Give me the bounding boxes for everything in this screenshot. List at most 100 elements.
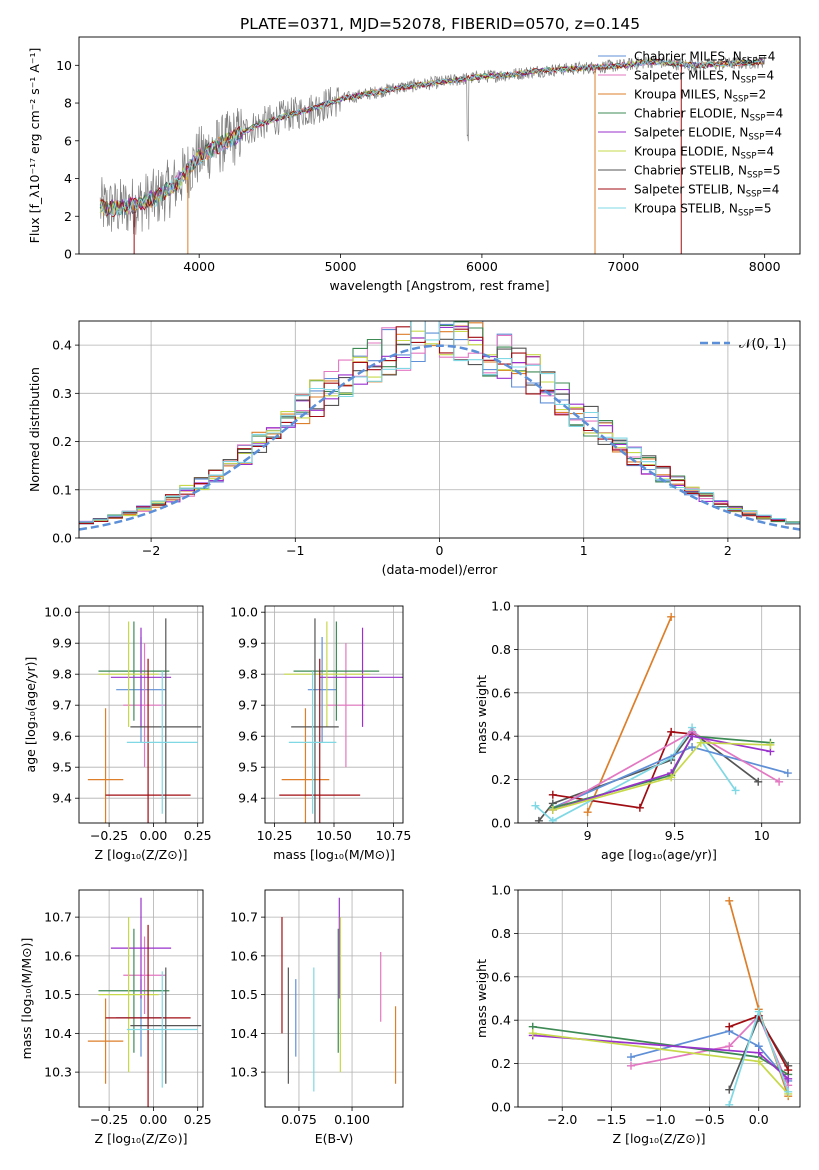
y-tick-label: 10.5	[44, 987, 72, 1002]
y-tick-label: 10.3	[44, 1065, 72, 1080]
y-tick-label: 9.7	[238, 698, 258, 713]
y-tick-label: 0.4	[52, 338, 72, 353]
figure-title: PLATE=0371, MJD=52078, FIBERID=0570, z=0…	[240, 15, 640, 33]
x-tick-label: −0.25	[90, 828, 128, 843]
point-marker-salpeter-stelib	[667, 727, 676, 736]
y-tick-label: 0.0	[491, 1100, 511, 1115]
y-axis-label: age [log₁₀(age/yr)]	[23, 657, 38, 773]
y-tick-label: 10.5	[230, 987, 258, 1002]
point-marker-chabrier-stelib	[534, 816, 543, 823]
axes-frame	[517, 605, 801, 824]
axes-frame	[264, 605, 404, 824]
plot-area	[99, 55, 766, 254]
x-axis-label: E(B-V)	[315, 1131, 354, 1146]
point-marker-kroupa-stelib	[784, 1087, 793, 1096]
point-marker-kroupa-elodie	[667, 773, 676, 782]
y-tick-label: 0.4	[491, 1013, 511, 1028]
x-tick-label: −1.0	[645, 1112, 675, 1127]
y-tick-label: 0.2	[52, 434, 72, 449]
x-tick-label: 0	[436, 543, 444, 558]
y-tick-label: 9.6	[238, 729, 258, 744]
y-tick-label: 6	[64, 133, 72, 148]
y-tick-label: 0.2	[491, 772, 511, 787]
x-tick-label: 1	[580, 543, 588, 558]
axes-frame	[78, 320, 801, 539]
y-tick-label: 0.0	[52, 531, 72, 546]
y-tick-label: 10.7	[230, 910, 258, 925]
x-tick-label: 2	[724, 543, 732, 558]
y-tick-label: 10	[56, 58, 72, 73]
point-marker-kroupa-miles	[667, 612, 676, 621]
x-axis-label: Z [log₁₀(Z/Z⊙)]	[95, 1131, 188, 1146]
point-marker-salpeter-miles	[626, 1061, 635, 1070]
x-axis-label: mass [log₁₀(M/M⊙)]	[273, 847, 395, 862]
point-marker-kroupa-stelib	[531, 801, 540, 810]
point-marker-salpeter-miles	[775, 777, 784, 786]
point-marker-salpeter-elodie	[784, 1074, 793, 1083]
x-tick-label: 6000	[466, 259, 498, 274]
point-marker-kroupa-stelib	[731, 786, 740, 795]
histogram-kroupa-stelib	[79, 321, 800, 524]
point-marker-salpeter-stelib	[548, 790, 557, 799]
point-marker-salpeter-elodie	[688, 732, 697, 741]
x-tick-label: −0.5	[694, 1112, 724, 1127]
point-marker-kroupa-stelib	[548, 816, 557, 823]
y-tick-label: 9.8	[238, 667, 258, 682]
axes-frame	[78, 889, 204, 1108]
y-tick-label: 10.7	[44, 910, 72, 925]
chart-mass-vs-Z: −0.25 0.00 0.25 10.3 10.4 10.5 10.6 10.7 Z [log₁…	[19, 889, 212, 1146]
y-tick-label: 2	[64, 209, 72, 224]
chart-age-vs-mass: 10.25 10.50 10.75 9.4 9.5 9.6 9.7 9.8 9.9 10.0 mas…	[230, 605, 411, 862]
x-tick-label: 0.25	[184, 828, 212, 843]
legend-entry: 𝒩(0, 1)	[739, 337, 786, 352]
y-tick-label: 0.0	[491, 816, 511, 831]
chart-weight-vs-age: 9 9.5 10 0.0 0.2 0.4 0.6 0.8 1.0 age [log₁₀(age/y…	[474, 599, 801, 862]
legend-entry: Chabrier STELIB, NSSP=5	[634, 164, 781, 181]
x-tick-label: 0.25	[184, 1112, 212, 1127]
y-tick-label: 9.9	[52, 636, 72, 651]
point-marker-kroupa-elodie	[528, 1029, 537, 1038]
y-tick-label: 8	[64, 96, 72, 111]
point-marker-salpeter-stelib	[725, 1022, 734, 1031]
series-line-chabrier-miles	[630, 1030, 789, 1082]
y-tick-label: 9.8	[52, 667, 72, 682]
point-marker-salpeter-stelib	[784, 1066, 793, 1075]
y-tick-label: 10.4	[230, 1026, 258, 1041]
point-marker-chabrier-stelib	[725, 1085, 734, 1094]
x-tick-label: 0.100	[334, 1112, 370, 1127]
series-line-kroupa-miles	[586, 616, 672, 813]
plot-area	[281, 897, 397, 1092]
y-tick-label: 9.4	[238, 791, 258, 806]
y-tick-label: 0.2	[491, 1056, 511, 1071]
point-marker-kroupa-stelib	[725, 1100, 734, 1107]
chart-mass-vs-ebv: 0.075 0.100 10.3 10.4 10.5 10.6 10.7 E(B-V)	[230, 889, 404, 1146]
point-marker-kroupa-miles	[583, 808, 592, 817]
plot-area	[279, 618, 403, 823]
chart-spectrum: 4000 5000 6000 7000 8000 0 2 4 6 8 10 wavelength [A…	[27, 36, 801, 293]
x-tick-label: −1.5	[596, 1112, 626, 1127]
x-axis-label: age [log₁₀(age/yr)]	[601, 847, 717, 862]
x-axis-label: (data-model)/error	[382, 562, 499, 577]
point-marker-kroupa-elodie	[766, 740, 775, 749]
x-tick-label: 5000	[325, 259, 357, 274]
point-marker-chabrier-miles	[783, 769, 792, 778]
x-tick-label: −2	[142, 543, 160, 558]
y-axis-label: mass weight	[474, 675, 489, 754]
y-tick-label: 9.6	[52, 729, 72, 744]
x-axis-label: Z [log₁₀(Z/Z⊙)]	[95, 847, 188, 862]
legend-entry: Salpeter MILES, NSSP=4	[634, 69, 774, 86]
x-tick-label: 0.00	[139, 1112, 167, 1127]
chart-weight-vs-Z: −2.0 −1.5 −1.0 −0.5 0.0 0.0 0.2 0.4 0.6 0.8 1.0 Z […	[474, 883, 801, 1146]
y-tick-label: 0.3	[52, 386, 72, 401]
axes-frame	[264, 889, 404, 1108]
y-tick-label: 9.7	[52, 698, 72, 713]
point-marker-salpeter-stelib	[635, 803, 644, 812]
y-tick-label: 10.0	[44, 605, 72, 620]
plot-area	[531, 612, 792, 823]
model-spectrum-salpeter-stelib	[99, 59, 764, 218]
x-tick-label: 10.50	[316, 828, 352, 843]
legend-entry: Chabrier MILES, NSSP=4	[634, 50, 775, 67]
y-tick-label: 0.1	[52, 482, 72, 497]
x-tick-label: 8000	[749, 259, 781, 274]
